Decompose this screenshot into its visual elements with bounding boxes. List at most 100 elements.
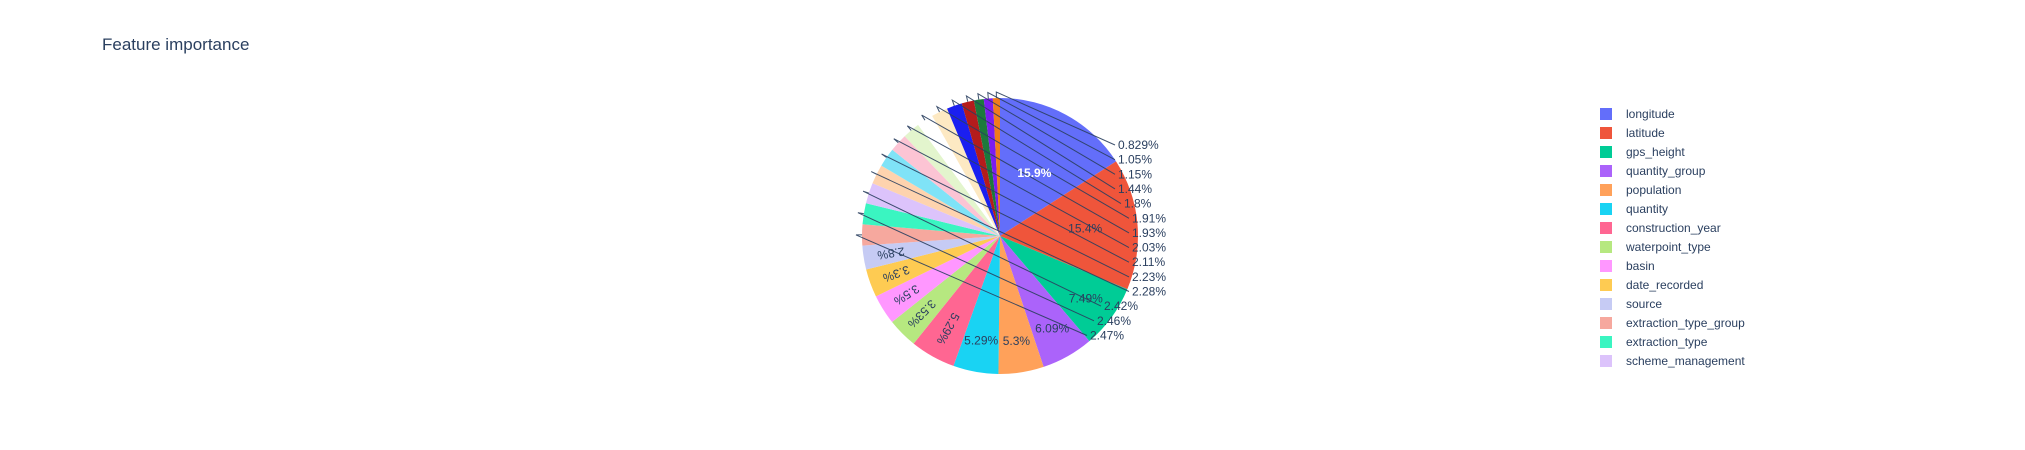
legend-item-source[interactable]: source: [1600, 297, 1662, 311]
slice-label: 2.11%: [1132, 255, 1165, 269]
legend-item-extraction-type[interactable]: extraction_type: [1600, 335, 1708, 349]
legend-item-date-recorded[interactable]: date_recorded: [1600, 278, 1703, 292]
legend-label: basin: [1626, 259, 1655, 273]
slice-label: 15.4%: [1068, 222, 1102, 236]
slice-leader-line: [855, 234, 1088, 336]
slice-label: 15.9%: [1017, 166, 1051, 180]
slice-label: 2.23%: [1132, 270, 1166, 284]
slice-leader-line: [995, 91, 1116, 146]
slice-leader-line: [987, 91, 1116, 161]
legend-swatch: [1600, 241, 1612, 253]
pie-slice-quantity[interactable]: [953, 236, 1000, 374]
legend-item-quantity-group[interactable]: quantity_group: [1600, 164, 1706, 178]
slice-leader-line: [951, 98, 1122, 205]
legend-item-latitude[interactable]: latitude: [1600, 126, 1665, 140]
legend-label: construction_year: [1626, 221, 1721, 235]
pie-slice-other-22[interactable]: [973, 98, 1000, 237]
legend-swatch: [1600, 336, 1612, 348]
legend-swatch: [1600, 127, 1612, 139]
legend-label: population: [1626, 183, 1681, 197]
pie-slice-other-18[interactable]: [918, 115, 1000, 236]
legend-label: extraction_type_group: [1626, 316, 1745, 330]
slice-label: 1.15%: [1118, 167, 1152, 181]
slice-leader-line: [893, 138, 1130, 263]
legend-item-basin[interactable]: basin: [1600, 259, 1655, 273]
legend-label: gps_height: [1626, 145, 1685, 159]
legend-swatch: [1600, 355, 1612, 367]
legend-label: quantity_group: [1626, 164, 1706, 178]
slice-leader-line: [935, 105, 1130, 219]
legend-item-scheme-management[interactable]: scheme_management: [1600, 354, 1745, 368]
pie-slice-source[interactable]: [862, 236, 1000, 270]
legend-label: source: [1626, 297, 1662, 311]
slice-leader-line: [965, 94, 1116, 190]
slice-leader-line: [857, 212, 1095, 322]
slice-leader-line: [977, 92, 1116, 175]
legend-label: scheme_management: [1626, 354, 1745, 368]
slice-label: 2.8%: [876, 244, 906, 262]
legend-label: latitude: [1626, 126, 1665, 140]
slice-label: 2.46%: [1097, 314, 1131, 328]
pie-slice-extraction-type-group[interactable]: [862, 224, 1000, 246]
slice-label: 0.829%: [1118, 138, 1159, 152]
pie-slice-date-recorded[interactable]: [866, 236, 1000, 297]
legend-label: longitude: [1626, 107, 1675, 121]
legend-swatch: [1600, 108, 1612, 120]
legend-item-extraction-type-group[interactable]: extraction_type_group: [1600, 316, 1745, 330]
legend-item-population[interactable]: population: [1600, 183, 1681, 197]
legend-swatch: [1600, 222, 1612, 234]
slice-label: 1.93%: [1132, 226, 1166, 240]
legend-swatch: [1600, 165, 1612, 177]
slice-leader-line: [862, 190, 1102, 307]
legend-label: extraction_type: [1626, 335, 1708, 349]
slice-leader-line: [870, 171, 1130, 292]
pie-label-leaders: [855, 91, 1130, 336]
legend-swatch: [1600, 203, 1612, 215]
legend-swatch: [1600, 184, 1612, 196]
slice-label: 2.42%: [1104, 299, 1138, 313]
pie-slice-extraction-type[interactable]: [862, 203, 1001, 236]
legend-swatch: [1600, 260, 1612, 272]
slice-label: 1.44%: [1118, 182, 1152, 196]
pie-slice-construction-year[interactable]: [913, 236, 1000, 366]
pie-slice-waterpoint-type[interactable]: [892, 236, 1000, 344]
pie-slice-scheme-management[interactable]: [865, 183, 1000, 236]
pie-slice-population[interactable]: [998, 236, 1044, 374]
legend-item-gps-height[interactable]: gps_height: [1600, 145, 1685, 159]
legend-label: date_recorded: [1626, 278, 1703, 292]
pie-slice-quantity-group[interactable]: [1000, 236, 1090, 367]
slice-leader-line: [906, 125, 1130, 249]
pie-slice-basin[interactable]: [875, 236, 1000, 323]
legend-item-construction-year[interactable]: construction_year: [1600, 221, 1721, 235]
legend-label: quantity: [1626, 202, 1668, 216]
slice-label: 2.03%: [1132, 241, 1166, 255]
slice-label: 1.8%: [1124, 197, 1152, 211]
legend-swatch: [1600, 279, 1612, 291]
slice-leader-line: [881, 153, 1130, 278]
legend-swatch: [1600, 146, 1612, 158]
slice-label: 5.3%: [1003, 334, 1031, 348]
legend-swatch: [1600, 298, 1612, 310]
slice-leader-line: [921, 114, 1130, 234]
slice-label: 1.05%: [1118, 153, 1152, 167]
pie-slice-other-17[interactable]: [904, 124, 1000, 236]
slice-label: 1.91%: [1132, 211, 1166, 225]
chart-title: Feature importance: [102, 35, 249, 54]
slice-label: 2.47%: [1090, 328, 1124, 342]
legend-item-longitude[interactable]: longitude: [1600, 107, 1675, 121]
legend-swatch: [1600, 317, 1612, 329]
legend-item-waterpoint-type[interactable]: waterpoint_type: [1600, 240, 1711, 254]
pie-slice-other-14[interactable]: [872, 165, 1000, 236]
pie-slice-other-15[interactable]: [881, 149, 1000, 236]
slice-label: 6.09%: [1035, 322, 1069, 336]
legend-label: waterpoint_type: [1625, 240, 1711, 254]
pie-slice-other-21[interactable]: [961, 100, 1000, 237]
pie-slice-other-24[interactable]: [992, 98, 1000, 236]
slice-label: 7.49%: [1069, 292, 1103, 306]
legend: longitude latitude gps_height quantity_grou…: [1600, 107, 1745, 368]
slice-label: 2.28%: [1132, 285, 1166, 299]
pie-slice-other-23[interactable]: [983, 98, 1000, 236]
slice-label: 5.29%: [964, 334, 998, 348]
legend-item-quantity[interactable]: quantity: [1600, 202, 1668, 216]
